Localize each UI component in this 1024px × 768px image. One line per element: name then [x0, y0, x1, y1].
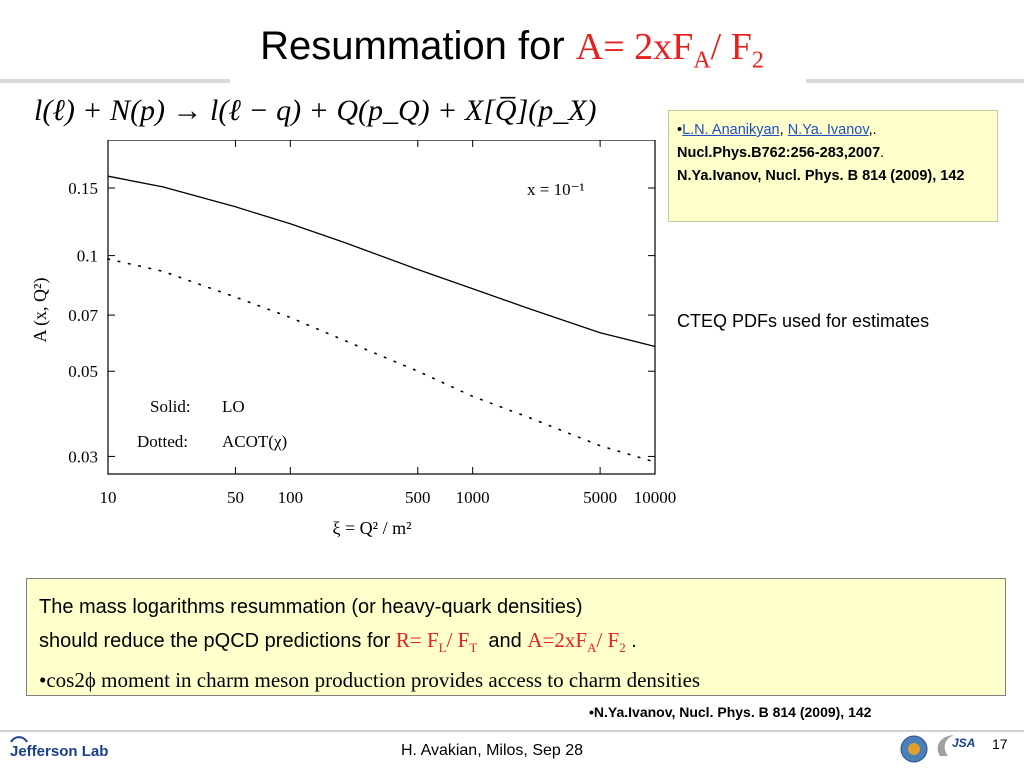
- y-tick-label: 0.03: [68, 447, 98, 466]
- title-eq-sub-2: 2: [751, 47, 764, 74]
- x-axis-ticks: 10 50 100 500 1000 5000 10000: [100, 140, 677, 507]
- cteq-note: CTEQ PDFs used for estimates: [677, 311, 930, 331]
- page-number: 17: [992, 736, 1008, 752]
- summary-line-3: •cos2ϕ moment in charm meson production …: [39, 668, 701, 693]
- x-tick-label: 10: [100, 488, 117, 507]
- presenter-info: H. Avakian, Milos, Sep 28: [401, 742, 584, 759]
- y-tick-label: 0.07: [68, 306, 98, 325]
- r-eq-sub-t: T: [469, 640, 478, 656]
- asymmetry-chart: 10 50 100 500 1000 5000 10000 0.030.050.070.10…: [30, 140, 677, 538]
- a-eq-sub-a: A: [587, 640, 597, 656]
- jefferson-lab-logo: Jefferson Lab: [10, 736, 108, 760]
- jlab-arc-icon: [10, 736, 28, 743]
- r-eq-a: R= F: [395, 628, 439, 652]
- x-tick-label: 50: [227, 488, 244, 507]
- a-eq-sub-2: 2: [619, 640, 626, 656]
- y-tick-label: 0.05: [68, 362, 98, 381]
- title-eq-part-a: A= 2xF: [575, 26, 694, 68]
- ref-journal-1: Nucl.Phys.B762:256-283,2007: [677, 145, 881, 161]
- jlab-logo-text: Jefferson Lab: [10, 743, 108, 760]
- chart-series: [107, 175, 656, 463]
- ref-separator: ,: [779, 122, 788, 138]
- bottom-reference: •N.Ya.Ivanov, Nucl. Phys. B 814 (2009), …: [589, 704, 872, 720]
- ref-dot: .: [880, 145, 885, 161]
- summary-box: The mass logarithms resummation (or heav…: [26, 578, 1006, 696]
- reaction-formula: l(ℓ) + N(p) → l(ℓ − q) + Q(p_Q) + X[Q̅](…: [34, 94, 597, 127]
- summary-and: and: [477, 630, 528, 652]
- x-tick-label: 5000: [583, 488, 617, 507]
- legend-dotted-label: ACOT(χ): [222, 432, 287, 451]
- ref-bullet: •: [677, 122, 683, 138]
- y-axis-label: A (x, Q²): [30, 278, 51, 343]
- plot-frame: [107, 140, 656, 475]
- y-tick-label: 0.1: [77, 247, 98, 266]
- author-link-ivanov[interactable]: N.Ya. Ivanov: [787, 122, 869, 138]
- legend-solid-key: Solid:: [150, 397, 191, 416]
- reference-box: •L.N. Ananikyan, N.Ya. Ivanov,. Nucl.Phy…: [668, 110, 998, 222]
- title-eq-part-b: / F: [710, 26, 752, 68]
- title-text: Resummation for: [260, 24, 576, 68]
- summary-line-1: The mass logarithms resummation (or heav…: [39, 596, 583, 618]
- a-eq-a: A=2xF: [527, 628, 588, 652]
- y-tick-label: 0.15: [68, 179, 98, 198]
- title-equation: A= 2xFA/ F2: [575, 26, 764, 74]
- ref-separator-2: ,.: [868, 122, 877, 138]
- legend-dotted-key: Dotted:: [137, 432, 188, 451]
- legend-solid-label: LO: [222, 397, 245, 416]
- r-eq-sub-l: L: [438, 640, 447, 656]
- chart-annotation: x = 10⁻¹: [527, 180, 585, 199]
- title-eq-sub-a: A: [693, 47, 711, 74]
- a-eq-b: / F: [596, 628, 620, 652]
- series-line-solid: [107, 175, 656, 348]
- x-axis-label: ξ = Q² / m²: [333, 518, 412, 538]
- r-equation: R= FL/ FT: [395, 628, 478, 656]
- x-tick-label: 10000: [634, 488, 677, 507]
- title-divider-gap: [230, 79, 806, 83]
- ref-journal-2: N.Ya.Ivanov, Nucl. Phys. B 814 (2009), 1…: [677, 168, 965, 184]
- slide-title: Resummation for A= 2xFA/ F2: [0, 24, 1024, 75]
- series-line-dotted: [107, 258, 656, 463]
- sponsor-logos: JSA: [900, 735, 975, 763]
- summary-line-2-end: .: [625, 630, 637, 652]
- summary-line-2: should reduce the pQCD predictions for R…: [39, 624, 993, 664]
- author-link-ananikyan[interactable]: L.N. Ananikyan: [682, 122, 780, 138]
- jsa-swoosh-icon: [937, 735, 954, 756]
- a-equation: A=2xFA/ F2: [527, 628, 626, 656]
- r-eq-b: / F: [446, 628, 470, 652]
- footer-divider: [0, 730, 1024, 732]
- globe-logo-inner-icon: [908, 743, 920, 755]
- x-tick-label: 1000: [456, 488, 490, 507]
- summary-line-2-text: should reduce the pQCD predictions for: [39, 630, 396, 652]
- x-tick-label: 100: [278, 488, 304, 507]
- x-tick-label: 500: [405, 488, 431, 507]
- y-axis-ticks: 0.03 0.05 0.07 0.1 0.15: [68, 179, 655, 466]
- jsa-logo-icon: JSA: [952, 736, 975, 750]
